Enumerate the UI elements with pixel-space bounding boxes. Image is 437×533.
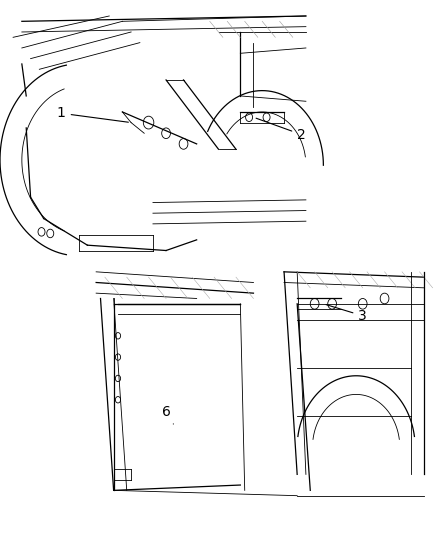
Text: 1: 1 <box>57 106 128 122</box>
Text: 2: 2 <box>256 118 306 142</box>
Text: 3: 3 <box>326 305 367 323</box>
Text: 6: 6 <box>162 405 173 424</box>
